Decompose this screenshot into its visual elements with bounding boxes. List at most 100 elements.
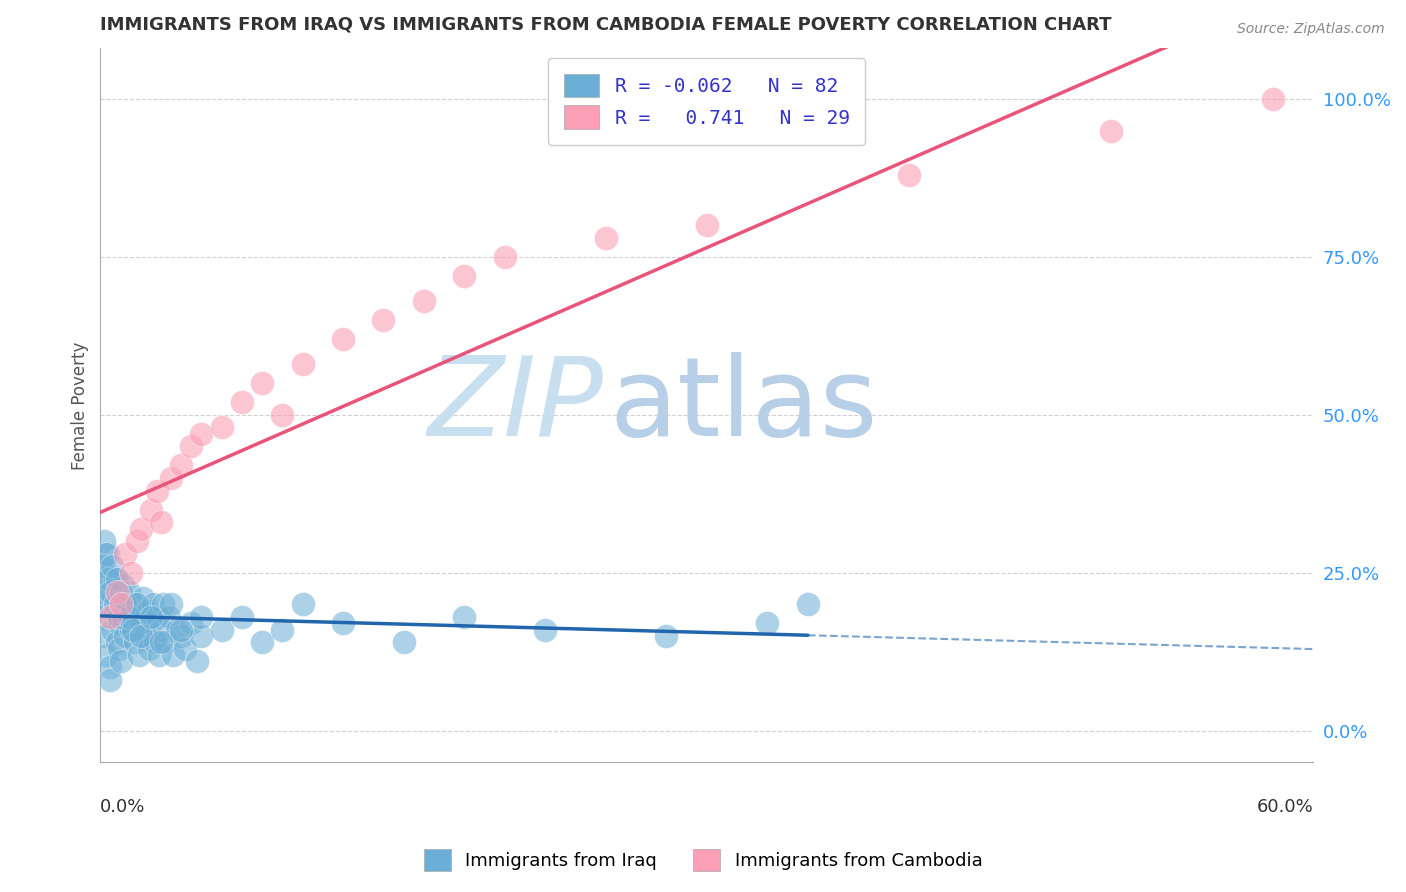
Legend: Immigrants from Iraq, Immigrants from Cambodia: Immigrants from Iraq, Immigrants from Ca… xyxy=(416,842,990,879)
Point xyxy=(93,534,115,549)
Point xyxy=(125,610,148,624)
Point xyxy=(105,572,128,586)
Point xyxy=(107,641,129,656)
Point xyxy=(170,629,193,643)
Point xyxy=(534,623,557,637)
Point xyxy=(160,471,183,485)
Point xyxy=(105,591,128,605)
Point xyxy=(166,623,188,637)
Point xyxy=(170,623,193,637)
Point xyxy=(115,604,138,618)
Point xyxy=(110,597,132,611)
Point xyxy=(110,654,132,668)
Point xyxy=(152,597,174,611)
Point xyxy=(655,629,678,643)
Point xyxy=(250,635,273,649)
Point xyxy=(696,219,718,233)
Point xyxy=(114,597,136,611)
Point xyxy=(756,616,779,631)
Point xyxy=(150,515,173,529)
Point xyxy=(93,629,115,643)
Point xyxy=(100,584,122,599)
Point xyxy=(142,597,165,611)
Point xyxy=(129,616,152,631)
Point xyxy=(143,635,166,649)
Point xyxy=(114,629,136,643)
Point xyxy=(453,610,475,624)
Point xyxy=(180,439,202,453)
Point xyxy=(96,566,118,580)
Point xyxy=(190,426,212,441)
Point xyxy=(170,458,193,473)
Point xyxy=(125,534,148,549)
Point xyxy=(121,623,143,637)
Point xyxy=(231,610,253,624)
Point xyxy=(373,313,395,327)
Point xyxy=(1099,123,1122,137)
Point xyxy=(110,597,132,611)
Point xyxy=(392,635,415,649)
Point xyxy=(453,268,475,283)
Point xyxy=(797,597,820,611)
Point xyxy=(174,641,197,656)
Text: atlas: atlas xyxy=(610,351,879,458)
Point xyxy=(139,610,162,624)
Text: 60.0%: 60.0% xyxy=(1257,798,1313,816)
Point xyxy=(332,332,354,346)
Point xyxy=(129,629,152,643)
Point xyxy=(118,610,141,624)
Point xyxy=(111,610,134,624)
Point xyxy=(162,648,184,662)
Point xyxy=(150,635,173,649)
Point xyxy=(231,395,253,409)
Point xyxy=(153,635,176,649)
Point xyxy=(103,572,125,586)
Point xyxy=(120,623,142,637)
Point xyxy=(103,604,125,618)
Point xyxy=(291,357,314,371)
Legend: R = -0.062   N = 82, R =   0.741   N = 29: R = -0.062 N = 82, R = 0.741 N = 29 xyxy=(548,58,865,145)
Point xyxy=(129,521,152,535)
Point xyxy=(271,623,294,637)
Point xyxy=(100,660,122,674)
Point xyxy=(190,610,212,624)
Point xyxy=(148,648,170,662)
Point xyxy=(96,648,118,662)
Point xyxy=(139,502,162,516)
Point xyxy=(134,629,156,643)
Point xyxy=(107,610,129,624)
Point xyxy=(332,616,354,631)
Point xyxy=(146,610,169,624)
Point xyxy=(96,547,118,561)
Text: 0.0%: 0.0% xyxy=(100,798,146,816)
Point xyxy=(291,597,314,611)
Point xyxy=(139,616,162,631)
Point xyxy=(190,629,212,643)
Point xyxy=(105,635,128,649)
Point xyxy=(146,483,169,498)
Point xyxy=(111,578,134,592)
Point xyxy=(128,648,150,662)
Point xyxy=(180,616,202,631)
Point xyxy=(110,584,132,599)
Point xyxy=(120,566,142,580)
Point xyxy=(125,597,148,611)
Point xyxy=(138,641,160,656)
Point xyxy=(1261,92,1284,106)
Point xyxy=(93,584,115,599)
Point xyxy=(100,673,122,687)
Point xyxy=(97,547,120,561)
Point xyxy=(114,547,136,561)
Point xyxy=(271,408,294,422)
Point xyxy=(132,591,155,605)
Point xyxy=(595,231,617,245)
Text: IMMIGRANTS FROM IRAQ VS IMMIGRANTS FROM CAMBODIA FEMALE POVERTY CORRELATION CHAR: IMMIGRANTS FROM IRAQ VS IMMIGRANTS FROM … xyxy=(100,15,1112,33)
Text: Source: ZipAtlas.com: Source: ZipAtlas.com xyxy=(1237,22,1385,37)
Point xyxy=(97,597,120,611)
Point xyxy=(107,616,129,631)
Point xyxy=(101,584,124,599)
Point xyxy=(494,250,516,264)
Point xyxy=(103,597,125,611)
Point xyxy=(105,584,128,599)
Point xyxy=(211,623,233,637)
